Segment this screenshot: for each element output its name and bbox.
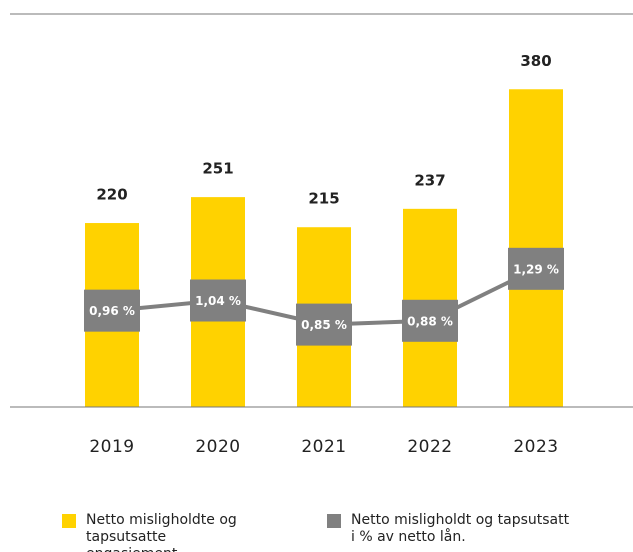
line-value-label: 1,04 % (195, 294, 241, 308)
line-value-label: 1,29 % (513, 262, 559, 276)
legend-swatch (62, 514, 76, 528)
line-value-label: 0,85 % (301, 318, 347, 332)
legend-item: Netto misligholdt og tapsutsatt i % av n… (327, 512, 572, 546)
x-tick-label: 2019 (89, 437, 134, 457)
legend-item: Netto misligholdte og tapsutsatte engasj… (62, 512, 247, 552)
line-label-box (296, 303, 352, 346)
x-tick-label: 2020 (195, 437, 240, 457)
x-tick-label: 2022 (407, 437, 452, 457)
x-tick-label: 2021 (301, 437, 346, 457)
line-value-label: 0,96 % (89, 304, 135, 318)
legend-label: Netto misligholdt og tapsutsatt i % av n… (351, 512, 570, 545)
line-label-box (508, 247, 564, 290)
bar-value-label: 220 (96, 186, 127, 204)
legend-label: Netto misligholdte og tapsutsatte engasj… (86, 512, 237, 552)
line-label-box (190, 279, 246, 322)
line-label-box (402, 299, 458, 342)
legend-swatch (327, 514, 341, 528)
bar-value-label: 215 (308, 190, 339, 208)
line-value-label: 0,88 % (407, 314, 453, 328)
bar-value-label: 237 (414, 171, 445, 189)
bar-value-label: 251 (202, 160, 233, 178)
bar-value-label: 380 (520, 52, 551, 70)
line-label-box (84, 289, 140, 332)
x-tick-label: 2023 (513, 437, 558, 457)
